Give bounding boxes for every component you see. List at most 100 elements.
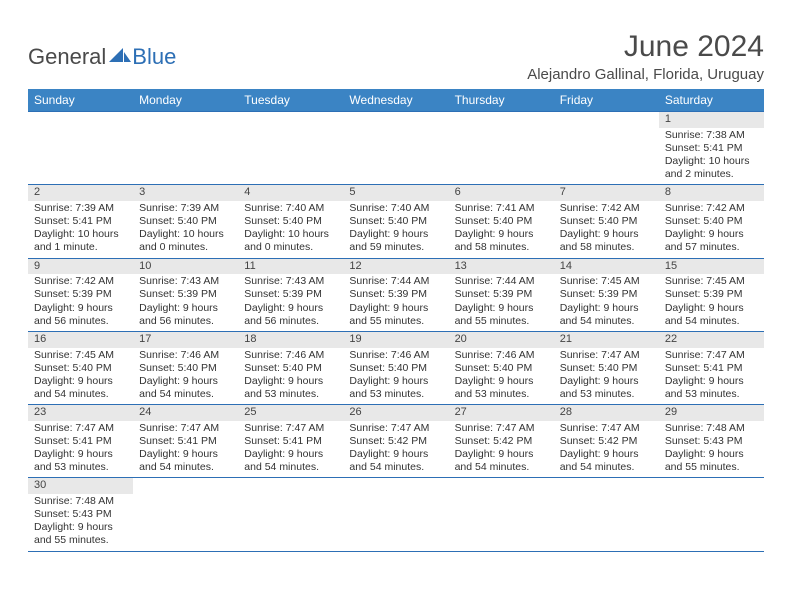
sunset-text: Sunset: 5:40 PM bbox=[560, 215, 653, 228]
day-content-cell: Sunrise: 7:44 AMSunset: 5:39 PMDaylight:… bbox=[343, 274, 448, 331]
day-content-cell bbox=[554, 494, 659, 551]
day-header: Sunday bbox=[28, 89, 133, 112]
day-number-cell bbox=[28, 112, 133, 128]
daylight-text: Daylight: 9 hours and 53 minutes. bbox=[665, 375, 758, 401]
sunrise-text: Sunrise: 7:47 AM bbox=[244, 422, 337, 435]
day-number-cell: 30 bbox=[28, 478, 133, 494]
sunrise-text: Sunrise: 7:39 AM bbox=[34, 202, 127, 215]
sunset-text: Sunset: 5:40 PM bbox=[244, 215, 337, 228]
daylight-text: Daylight: 10 hours and 1 minute. bbox=[34, 228, 127, 254]
sunrise-text: Sunrise: 7:45 AM bbox=[665, 275, 758, 288]
day-content-row: Sunrise: 7:45 AMSunset: 5:40 PMDaylight:… bbox=[28, 348, 764, 405]
daylight-text: Daylight: 9 hours and 54 minutes. bbox=[455, 448, 548, 474]
sunset-text: Sunset: 5:42 PM bbox=[560, 435, 653, 448]
sunset-text: Sunset: 5:41 PM bbox=[139, 435, 232, 448]
day-content-cell: Sunrise: 7:47 AMSunset: 5:42 PMDaylight:… bbox=[554, 421, 659, 478]
day-number-cell: 2 bbox=[28, 185, 133, 201]
day-number-cell: 12 bbox=[343, 258, 448, 274]
daylight-text: Daylight: 9 hours and 55 minutes. bbox=[34, 521, 127, 547]
day-header: Friday bbox=[554, 89, 659, 112]
day-number-cell: 17 bbox=[133, 331, 238, 347]
sunrise-text: Sunrise: 7:47 AM bbox=[665, 349, 758, 362]
day-number-cell: 14 bbox=[554, 258, 659, 274]
day-number-cell: 15 bbox=[659, 258, 764, 274]
day-content-cell: Sunrise: 7:45 AMSunset: 5:39 PMDaylight:… bbox=[659, 274, 764, 331]
day-content-cell bbox=[659, 494, 764, 551]
page-title: June 2024 bbox=[527, 30, 764, 64]
day-number-row: 30 bbox=[28, 478, 764, 494]
daylight-text: Daylight: 9 hours and 53 minutes. bbox=[34, 448, 127, 474]
day-number-cell: 29 bbox=[659, 405, 764, 421]
daylight-text: Daylight: 9 hours and 58 minutes. bbox=[455, 228, 548, 254]
day-content-cell: Sunrise: 7:46 AMSunset: 5:40 PMDaylight:… bbox=[238, 348, 343, 405]
day-content-cell: Sunrise: 7:47 AMSunset: 5:41 PMDaylight:… bbox=[28, 421, 133, 478]
day-content-cell bbox=[449, 128, 554, 185]
day-content-cell bbox=[449, 494, 554, 551]
daylight-text: Daylight: 9 hours and 56 minutes. bbox=[139, 302, 232, 328]
day-number-row: 16171819202122 bbox=[28, 331, 764, 347]
daylight-text: Daylight: 9 hours and 53 minutes. bbox=[244, 375, 337, 401]
day-number-cell: 21 bbox=[554, 331, 659, 347]
day-content-row: Sunrise: 7:47 AMSunset: 5:41 PMDaylight:… bbox=[28, 421, 764, 478]
sunrise-text: Sunrise: 7:47 AM bbox=[139, 422, 232, 435]
sunset-text: Sunset: 5:42 PM bbox=[455, 435, 548, 448]
sunrise-text: Sunrise: 7:43 AM bbox=[139, 275, 232, 288]
day-content-cell: Sunrise: 7:42 AMSunset: 5:40 PMDaylight:… bbox=[659, 201, 764, 258]
sunset-text: Sunset: 5:43 PM bbox=[34, 508, 127, 521]
day-number-cell: 1 bbox=[659, 112, 764, 128]
day-content-row: Sunrise: 7:38 AMSunset: 5:41 PMDaylight:… bbox=[28, 128, 764, 185]
sunset-text: Sunset: 5:40 PM bbox=[455, 215, 548, 228]
day-content-cell bbox=[238, 128, 343, 185]
day-content-cell: Sunrise: 7:46 AMSunset: 5:40 PMDaylight:… bbox=[133, 348, 238, 405]
sunset-text: Sunset: 5:41 PM bbox=[244, 435, 337, 448]
day-number-cell bbox=[238, 478, 343, 494]
sunrise-text: Sunrise: 7:48 AM bbox=[665, 422, 758, 435]
day-content-cell: Sunrise: 7:39 AMSunset: 5:41 PMDaylight:… bbox=[28, 201, 133, 258]
sunset-text: Sunset: 5:40 PM bbox=[244, 362, 337, 375]
day-number-cell: 13 bbox=[449, 258, 554, 274]
day-header: Wednesday bbox=[343, 89, 448, 112]
day-number-cell bbox=[554, 112, 659, 128]
day-content-cell: Sunrise: 7:47 AMSunset: 5:42 PMDaylight:… bbox=[343, 421, 448, 478]
day-content-cell: Sunrise: 7:38 AMSunset: 5:41 PMDaylight:… bbox=[659, 128, 764, 185]
daylight-text: Daylight: 9 hours and 53 minutes. bbox=[560, 375, 653, 401]
day-content-cell: Sunrise: 7:46 AMSunset: 5:40 PMDaylight:… bbox=[449, 348, 554, 405]
sunrise-text: Sunrise: 7:39 AM bbox=[139, 202, 232, 215]
calendar-table: Sunday Monday Tuesday Wednesday Thursday… bbox=[28, 89, 764, 552]
day-number-cell: 6 bbox=[449, 185, 554, 201]
day-number-cell: 27 bbox=[449, 405, 554, 421]
sunset-text: Sunset: 5:39 PM bbox=[665, 288, 758, 301]
sunrise-text: Sunrise: 7:43 AM bbox=[244, 275, 337, 288]
sunrise-text: Sunrise: 7:45 AM bbox=[34, 349, 127, 362]
sunrise-text: Sunrise: 7:47 AM bbox=[560, 349, 653, 362]
day-number-cell: 3 bbox=[133, 185, 238, 201]
day-number-cell: 25 bbox=[238, 405, 343, 421]
day-content-cell: Sunrise: 7:41 AMSunset: 5:40 PMDaylight:… bbox=[449, 201, 554, 258]
day-content-cell bbox=[554, 128, 659, 185]
sunrise-text: Sunrise: 7:42 AM bbox=[34, 275, 127, 288]
day-number-cell bbox=[238, 112, 343, 128]
day-content-cell: Sunrise: 7:42 AMSunset: 5:39 PMDaylight:… bbox=[28, 274, 133, 331]
sunset-text: Sunset: 5:39 PM bbox=[244, 288, 337, 301]
day-content-cell bbox=[238, 494, 343, 551]
day-content-cell: Sunrise: 7:48 AMSunset: 5:43 PMDaylight:… bbox=[28, 494, 133, 551]
day-number-cell: 7 bbox=[554, 185, 659, 201]
sunrise-text: Sunrise: 7:41 AM bbox=[455, 202, 548, 215]
day-content-cell bbox=[133, 494, 238, 551]
day-number-cell: 26 bbox=[343, 405, 448, 421]
day-content-row: Sunrise: 7:39 AMSunset: 5:41 PMDaylight:… bbox=[28, 201, 764, 258]
daylight-text: Daylight: 9 hours and 58 minutes. bbox=[560, 228, 653, 254]
sunrise-text: Sunrise: 7:47 AM bbox=[560, 422, 653, 435]
day-number-cell: 19 bbox=[343, 331, 448, 347]
sunrise-text: Sunrise: 7:42 AM bbox=[665, 202, 758, 215]
day-number-cell: 18 bbox=[238, 331, 343, 347]
day-number-row: 23242526272829 bbox=[28, 405, 764, 421]
day-header: Tuesday bbox=[238, 89, 343, 112]
sunrise-text: Sunrise: 7:48 AM bbox=[34, 495, 127, 508]
sunset-text: Sunset: 5:40 PM bbox=[139, 215, 232, 228]
day-number-cell: 20 bbox=[449, 331, 554, 347]
daylight-text: Daylight: 9 hours and 56 minutes. bbox=[244, 302, 337, 328]
day-content-cell: Sunrise: 7:47 AMSunset: 5:42 PMDaylight:… bbox=[449, 421, 554, 478]
daylight-text: Daylight: 9 hours and 53 minutes. bbox=[349, 375, 442, 401]
day-content-row: Sunrise: 7:42 AMSunset: 5:39 PMDaylight:… bbox=[28, 274, 764, 331]
